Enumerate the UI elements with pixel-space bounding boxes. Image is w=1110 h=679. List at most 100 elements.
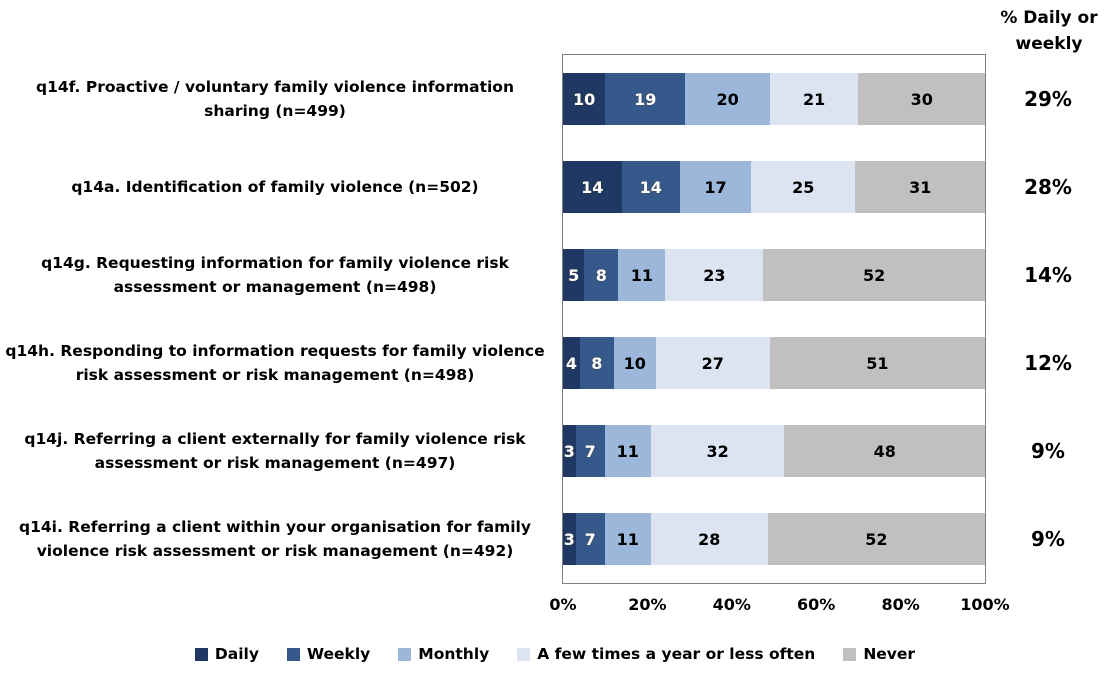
- bar-segment-a-few-times-a-year-or-less-often: 27: [655, 337, 770, 389]
- stacked-bar: 5 8 11 23 52: [563, 249, 985, 301]
- segment-value-label: 5: [568, 265, 580, 285]
- x-axis-tick: 80%: [881, 595, 920, 614]
- legend-swatch: [398, 647, 412, 661]
- bar-segment-monthly: 20: [685, 73, 770, 125]
- stacked-bar: 3 7 11 32 48: [563, 425, 985, 477]
- segment-value-label: 51: [866, 353, 889, 373]
- bar-segment-never: 52: [763, 249, 985, 301]
- bar-segment-a-few-times-a-year-or-less-often: 21: [769, 73, 859, 125]
- category-label: q14a. Identification of family violence …: [71, 177, 479, 196]
- x-axis-tick: 40%: [712, 595, 751, 614]
- legend-label: Weekly: [306, 645, 371, 663]
- daily-weekly-value: 28%: [1024, 175, 1072, 199]
- segment-value-label: 4: [565, 353, 577, 373]
- segment-value-label: 11: [630, 265, 653, 285]
- daily-weekly-column-header: % Daily or weekly: [1000, 8, 1098, 54]
- segment-value-label: 23: [703, 265, 726, 285]
- x-axis-tick: 100%: [960, 595, 1010, 614]
- bar-segment-monthly: 17: [680, 161, 752, 213]
- daily-weekly-value: 29%: [1024, 87, 1072, 111]
- segment-value-label: 20: [716, 89, 739, 109]
- bar-segment-never: 31: [855, 161, 986, 213]
- legend-item-weekly: Weekly: [286, 645, 371, 663]
- segment-value-label: 21: [802, 89, 826, 109]
- segment-value-label: 3: [563, 529, 575, 549]
- stacked-bar: 3 7 11 28 52: [563, 513, 985, 565]
- bar-segment-weekly: 8: [579, 337, 614, 389]
- daily-weekly-value: 9%: [1031, 439, 1065, 463]
- bar-segment-monthly: 11: [604, 513, 651, 565]
- legend-label: Monthly: [418, 645, 490, 663]
- bar-segment-weekly: 8: [584, 249, 619, 301]
- x-axis-tick: 20%: [628, 595, 667, 614]
- bar-segment-never: 48: [784, 425, 985, 477]
- bar-segment-daily: 3: [563, 425, 576, 477]
- legend-swatch: [286, 647, 300, 661]
- bar-segment-monthly: 10: [613, 337, 656, 389]
- daily-weekly-value: 12%: [1024, 351, 1072, 375]
- segment-value-label: 17: [704, 177, 727, 197]
- bar-segment-never: 51: [769, 337, 985, 389]
- legend-label: Daily: [214, 645, 259, 663]
- segment-value-label: 7: [584, 529, 596, 549]
- segment-value-label: 11: [616, 529, 639, 549]
- bar-segment-daily: 10: [563, 73, 606, 125]
- segment-value-label: 19: [634, 89, 657, 109]
- segment-value-label: 52: [865, 529, 888, 549]
- bar-segment-daily: 3: [563, 513, 576, 565]
- bar-segment-a-few-times-a-year-or-less-often: 32: [650, 425, 785, 477]
- segment-value-label: 3: [563, 441, 575, 461]
- bar-segment-daily: 4: [563, 337, 580, 389]
- segment-value-label: 25: [792, 177, 815, 197]
- segment-value-label: 32: [706, 441, 729, 461]
- legend: Daily Weekly Monthly A few times a year or …: [0, 645, 1110, 663]
- bar-segment-weekly: 19: [605, 73, 686, 125]
- bar-segment-monthly: 11: [618, 249, 666, 301]
- legend-swatch: [194, 647, 208, 661]
- segment-value-label: 52: [863, 265, 886, 285]
- legend-item-a-few-times-a-year-or-less-often: A few times a year or less often: [517, 645, 815, 663]
- segment-value-label: 28: [698, 529, 721, 549]
- bar-segment-a-few-times-a-year-or-less-often: 25: [751, 161, 856, 213]
- stacked-bar: 14 14 17 25 31: [563, 161, 986, 213]
- bar-segment-weekly: 7: [575, 425, 605, 477]
- category-label: q14f. Proactive / voluntary family viole…: [36, 77, 514, 120]
- segment-value-label: 7: [584, 441, 596, 461]
- segment-value-label: 30: [910, 89, 933, 109]
- category-label: q14j. Referring a client externally for …: [24, 429, 526, 472]
- legend-item-daily: Daily: [194, 645, 259, 663]
- segment-value-label: 14: [639, 177, 662, 197]
- segment-value-label: 31: [909, 177, 932, 197]
- x-axis-tick: 0%: [549, 595, 577, 614]
- category-label: q14i. Referring a client within your org…: [19, 517, 531, 560]
- legend-label: A few times a year or less often: [537, 645, 816, 663]
- bar-segment-never: 30: [858, 73, 986, 125]
- bar-segment-weekly: 7: [575, 513, 605, 565]
- bar-segment-daily: 5: [563, 249, 585, 301]
- x-axis-tick: 60%: [797, 595, 836, 614]
- plot-area: [562, 54, 986, 584]
- legend-item-monthly: Monthly: [398, 645, 489, 663]
- segment-value-label: 8: [595, 265, 607, 285]
- segment-value-label: 10: [623, 353, 646, 373]
- bar-segment-daily: 14: [563, 161, 622, 213]
- legend-label: Never: [863, 645, 916, 663]
- daily-weekly-value: 14%: [1024, 263, 1072, 287]
- bar-segment-monthly: 11: [604, 425, 651, 477]
- bar-segment-a-few-times-a-year-or-less-often: 28: [650, 513, 768, 565]
- legend-item-never: Never: [843, 645, 915, 663]
- segment-value-label: 10: [572, 89, 596, 109]
- bar-segment-never: 52: [767, 513, 985, 565]
- segment-value-label: 11: [616, 441, 639, 461]
- category-label: q14h. Responding to information requests…: [5, 341, 545, 384]
- legend-swatch: [843, 647, 857, 661]
- stacked-bar: 4 8 10 27 51: [563, 337, 985, 389]
- segment-value-label: 14: [581, 177, 604, 197]
- legend-swatch: [517, 647, 531, 661]
- segment-value-label: 8: [591, 353, 603, 373]
- bar-segment-a-few-times-a-year-or-less-often: 23: [665, 249, 764, 301]
- segment-value-label: 48: [873, 441, 896, 461]
- stacked-bar: 10 19 20 21 30: [563, 73, 986, 125]
- bar-segment-weekly: 14: [621, 161, 680, 213]
